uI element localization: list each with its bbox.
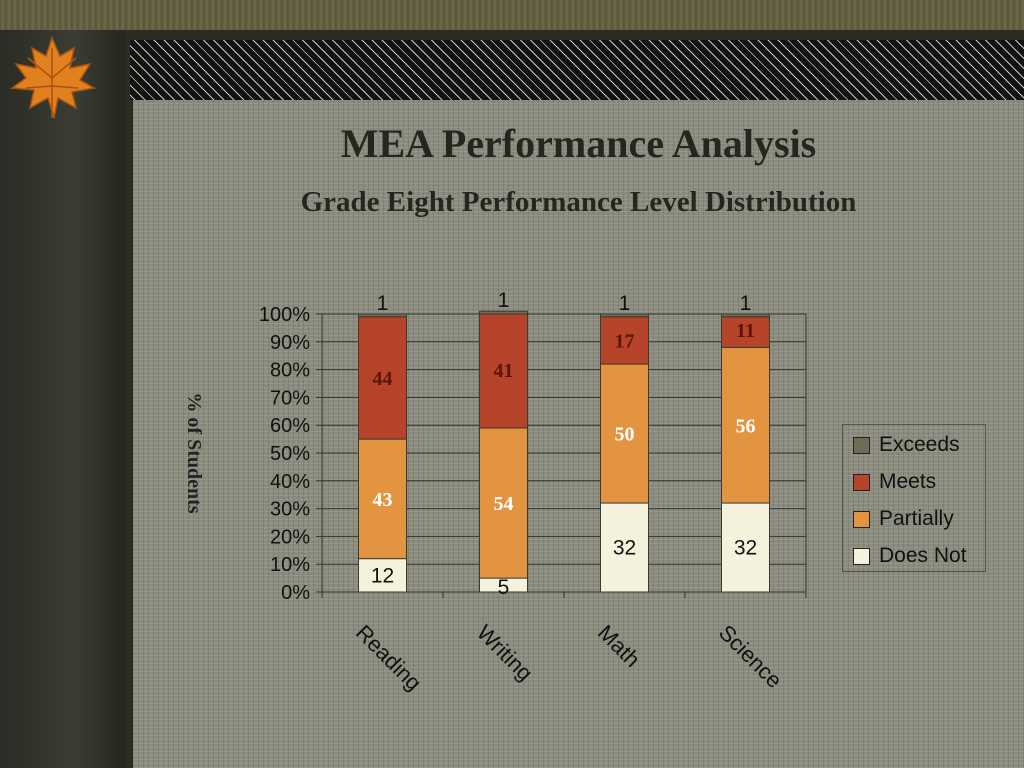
x-category-label-science: Science [714, 620, 787, 693]
y-tick-label: 80% [270, 360, 310, 382]
y-tick-label: 30% [270, 499, 310, 521]
bar-exceeds-math [600, 313, 649, 318]
data-label-meets-math: 17 [615, 330, 635, 352]
bar-meets-writing [479, 313, 528, 429]
legend-label-meets: Meets [879, 470, 937, 493]
data-label-partially-reading: 43 [373, 489, 393, 511]
bar-partially-math [600, 363, 649, 504]
y-tick-label: 0% [281, 582, 310, 604]
bar-meets-reading [358, 316, 407, 440]
slide-title: MEA Performance Analysis [340, 121, 817, 166]
bar-exceeds-writing [479, 310, 528, 315]
data-label-meets-reading: 44 [373, 368, 393, 390]
legend-swatch-partially [853, 510, 870, 528]
y-tick-label: 20% [270, 526, 310, 548]
legend-label-does-not: Does Not [879, 544, 967, 567]
legend-swatch-exceeds [853, 436, 870, 454]
bar-partially-science [721, 346, 770, 504]
bar-does-not-reading [358, 558, 407, 593]
data-label-exceeds-writing: 1 [498, 289, 510, 312]
chart-legend: Exceeds Meets Partially Does Not [842, 424, 986, 572]
x-category-label-math: Math [593, 620, 645, 672]
data-label-exceeds-reading: 1 [377, 292, 389, 315]
y-tick-label: 40% [270, 471, 310, 493]
bar-partially-reading [358, 438, 407, 560]
legend-item-does-not: Does Not [853, 544, 967, 568]
data-label-partially-math: 50 [615, 424, 635, 446]
data-label-partially-writing: 54 [494, 493, 514, 515]
legend-item-exceeds: Exceeds [853, 433, 960, 457]
y-tick-label: 70% [270, 387, 310, 409]
bar-does-not-math [600, 502, 649, 593]
data-label-does-not-writing: 5 [498, 576, 510, 599]
header-pattern-band [130, 40, 1024, 100]
y-tick-label: 90% [270, 332, 310, 354]
y-axis-label: % of Students [183, 392, 205, 513]
legend-item-partially: Partially [853, 507, 954, 531]
data-label-meets-science: 11 [736, 320, 755, 342]
slide-panel [133, 100, 1024, 768]
bar-exceeds-reading [358, 313, 407, 318]
legend-item-meets: Meets [853, 470, 936, 494]
x-category-label-writing: Writing [472, 620, 538, 686]
data-label-does-not-reading: 12 [371, 564, 394, 587]
x-category-label-reading: Reading [351, 620, 427, 696]
left-sidebar [0, 30, 125, 768]
top-texture-bar [0, 0, 1024, 30]
y-tick-label: 10% [270, 554, 310, 576]
maple-leaf-icon [9, 35, 97, 119]
legend-label-partially: Partially [879, 507, 954, 530]
y-tick-label: 100% [259, 304, 310, 326]
slide-subtitle: Grade Eight Performance Level Distributi… [300, 186, 857, 218]
y-tick-label: 60% [270, 415, 310, 437]
legend-swatch-does-not [853, 547, 870, 565]
legend-label-exceeds: Exceeds [879, 433, 960, 456]
data-label-does-not-math: 32 [613, 537, 636, 560]
bar-does-not-science [721, 502, 770, 593]
data-label-exceeds-science: 1 [740, 292, 752, 315]
legend-swatch-meets [853, 473, 870, 491]
bar-exceeds-science [721, 313, 770, 318]
data-label-does-not-science: 32 [734, 537, 757, 560]
data-label-meets-writing: 41 [494, 360, 514, 382]
data-label-exceeds-math: 1 [619, 292, 631, 315]
y-tick-label: 50% [270, 443, 310, 465]
data-label-partially-science: 56 [736, 415, 756, 437]
